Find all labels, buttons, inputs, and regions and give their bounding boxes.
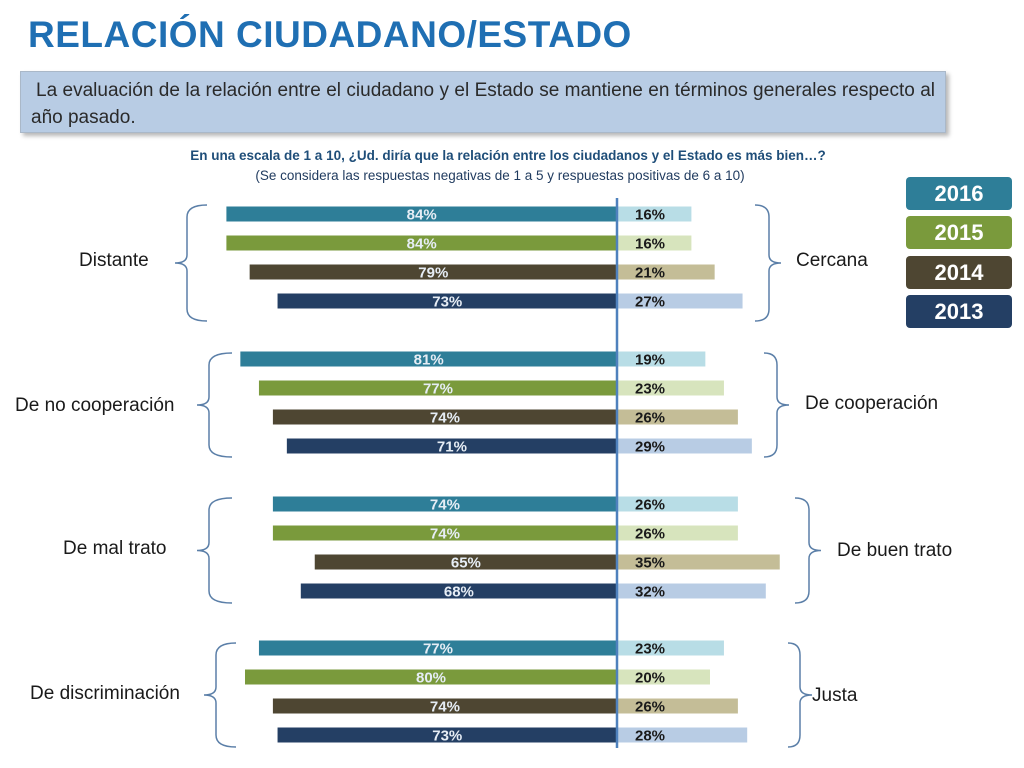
positive-bar — [617, 698, 738, 714]
negative-bar — [240, 351, 617, 367]
summary-box: La evaluación de la relación entre el ci… — [20, 71, 946, 133]
positive-bar — [617, 554, 780, 570]
positive-bar — [617, 206, 692, 222]
legend-label: 2013 — [934, 298, 984, 324]
legend-label: 2014 — [934, 259, 984, 285]
positive-bar — [617, 380, 724, 396]
right-bracket — [754, 204, 782, 322]
legend-item-2013: 2013 — [906, 295, 1012, 328]
negative-bar — [314, 554, 617, 570]
positive-bar — [617, 669, 710, 685]
positive-value-label: 23% — [635, 641, 665, 658]
negative-value-label: 84% — [407, 236, 437, 253]
negative-value-label: 73% — [432, 728, 462, 745]
positive-bar — [617, 264, 715, 280]
category-label-positive: De cooperación — [805, 393, 939, 414]
positive-value-label: 32% — [635, 584, 665, 601]
negative-value-label: 77% — [423, 641, 453, 658]
positive-value-label: 27% — [635, 294, 665, 311]
positive-value-label: 21% — [635, 265, 665, 282]
survey-question: En una escala de 1 a 10, ¿Ud. diría que … — [190, 148, 826, 163]
category-label-negative: Distante — [79, 250, 149, 271]
negative-value-label: 74% — [430, 410, 460, 427]
positive-bar — [617, 496, 738, 512]
negative-value-label: 71% — [437, 439, 467, 456]
positive-value-label: 26% — [635, 526, 665, 543]
positive-bar — [617, 727, 748, 743]
negative-bar — [258, 640, 617, 656]
negative-value-label: 73% — [432, 294, 462, 311]
negative-value-label: 77% — [423, 381, 453, 398]
negative-bar — [272, 525, 617, 541]
positive-value-label: 20% — [635, 670, 665, 687]
positive-bar — [617, 293, 743, 309]
category-label-positive: De buen trato — [837, 540, 953, 561]
negative-value-label: 79% — [418, 265, 448, 282]
negative-bar — [272, 496, 617, 512]
negative-value-label: 81% — [414, 352, 444, 369]
legend-label: 2016 — [934, 180, 984, 206]
negative-bar — [272, 409, 617, 425]
category-label-positive: Cercana — [796, 250, 868, 271]
category-label-negative: De no cooperación — [15, 395, 175, 416]
legend-item-2016: 2016 — [906, 177, 1012, 210]
category-label-positive: Justa — [812, 685, 858, 706]
positive-value-label: 26% — [635, 410, 665, 427]
left-bracket — [196, 497, 233, 604]
right-bracket — [787, 642, 813, 748]
positive-value-label: 29% — [635, 439, 665, 456]
positive-value-label: 26% — [635, 497, 665, 514]
positive-bar — [617, 583, 766, 599]
positive-value-label: 23% — [635, 381, 665, 398]
page-title: RELACIÓN CIUDADANO/ESTADO — [28, 14, 632, 55]
left-bracket — [174, 204, 208, 322]
negative-value-label: 68% — [444, 584, 474, 601]
positive-bar — [617, 409, 738, 425]
negative-value-label: 74% — [430, 497, 460, 514]
legend-label: 2015 — [934, 219, 984, 245]
summary-text: La evaluación de la relación entre el ci… — [31, 80, 935, 128]
negative-bar — [286, 438, 617, 454]
positive-value-label: 16% — [635, 207, 665, 224]
positive-bar — [617, 640, 724, 656]
negative-value-label: 65% — [451, 555, 481, 572]
negative-bar — [277, 293, 617, 309]
negative-bar — [226, 206, 617, 222]
legend-item-2014: 2014 — [906, 256, 1012, 289]
positive-bar — [617, 438, 752, 454]
negative-value-label: 74% — [430, 526, 460, 543]
positive-bar — [617, 351, 706, 367]
negative-value-label: 84% — [407, 207, 437, 224]
negative-bar — [300, 583, 617, 599]
positive-bar — [617, 525, 738, 541]
negative-bar — [277, 727, 617, 743]
negative-value-label: 74% — [430, 699, 460, 716]
right-bracket — [794, 497, 822, 604]
positive-value-label: 19% — [635, 352, 665, 369]
negative-bar — [226, 235, 617, 251]
negative-bar — [249, 264, 617, 280]
negative-bar — [258, 380, 617, 396]
positive-bar — [617, 235, 692, 251]
negative-bar — [245, 669, 617, 685]
positive-value-label: 35% — [635, 555, 665, 572]
left-bracket — [203, 642, 237, 748]
left-bracket — [196, 352, 233, 458]
positive-value-label: 26% — [635, 699, 665, 716]
category-label-negative: De mal trato — [63, 538, 167, 559]
right-bracket — [763, 352, 790, 458]
positive-value-label: 28% — [635, 728, 665, 745]
legend-item-2015: 2015 — [906, 216, 1012, 249]
survey-note: (Se considera las respuestas negativas d… — [255, 168, 745, 183]
negative-value-label: 80% — [416, 670, 446, 687]
negative-bar — [272, 698, 617, 714]
category-label-negative: De discriminación — [30, 683, 180, 704]
positive-value-label: 16% — [635, 236, 665, 253]
